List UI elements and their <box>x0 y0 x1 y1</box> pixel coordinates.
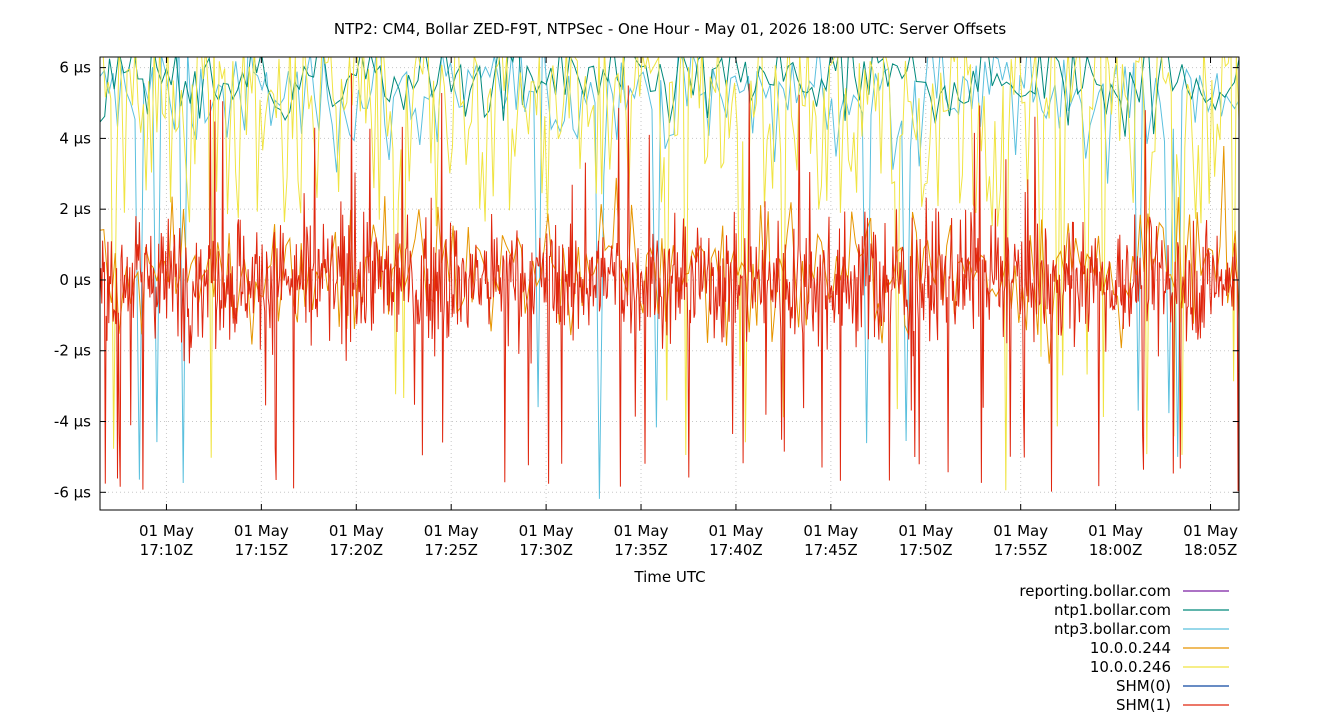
x-tick-label-date: 01 May <box>424 522 479 540</box>
x-tick-label-time: 17:20Z <box>330 541 384 559</box>
y-tick-label: 2 µs <box>59 200 91 218</box>
x-tick-label-time: 17:15Z <box>235 541 289 559</box>
x-tick-label-date: 01 May <box>898 522 953 540</box>
y-tick-label: -6 µs <box>54 483 91 501</box>
legend-label: reporting.bollar.com <box>1019 582 1171 600</box>
series-line-shm1 <box>100 73 1239 492</box>
x-tick-label-time: 17:40Z <box>709 541 763 559</box>
series-line-10-0-0-246 <box>102 57 1239 491</box>
chart-title: NTP2: CM4, Bollar ZED-F9T, NTPSec - One … <box>334 20 1006 38</box>
x-tick-label-time: 18:05Z <box>1184 541 1238 559</box>
legend-label: SHM(1) <box>1116 696 1171 714</box>
x-tick-label-time: 17:10Z <box>140 541 194 559</box>
y-axis: 6 µs 4 µs 2 µs 0 µs -2 µs -4 µs -6 µs <box>54 59 1239 501</box>
x-tick-label-time: 17:55Z <box>994 541 1048 559</box>
x-tick-label-date: 01 May <box>1183 522 1238 540</box>
plot-frame <box>99 56 1240 511</box>
y-tick-label: -4 µs <box>54 413 91 431</box>
y-tick-label: -2 µs <box>54 342 91 360</box>
plot-area <box>100 57 1239 499</box>
legend-label: ntp1.bollar.com <box>1054 601 1171 619</box>
x-tick-label-time: 17:25Z <box>424 541 478 559</box>
x-tick-label-time: 17:45Z <box>804 541 858 559</box>
x-tick-label-date: 01 May <box>234 522 289 540</box>
y-tick-label: 0 µs <box>59 271 91 289</box>
x-tick-label-date: 01 May <box>1088 522 1143 540</box>
x-tick-label-time: 17:30Z <box>519 541 573 559</box>
legend-label: SHM(0) <box>1116 677 1171 695</box>
x-tick-label-date: 01 May <box>614 522 669 540</box>
x-tick-label-time: 17:35Z <box>614 541 668 559</box>
y-tick-label: 4 µs <box>59 129 91 147</box>
x-tick-label-date: 01 May <box>519 522 574 540</box>
x-axis-label: Time UTC <box>633 568 705 586</box>
x-tick-label-date: 01 May <box>139 522 194 540</box>
x-tick-label-time: 17:50Z <box>899 541 953 559</box>
legend-label: ntp3.bollar.com <box>1054 620 1171 638</box>
x-tick-label-date: 01 May <box>329 522 384 540</box>
legend-label: 10.0.0.244 <box>1090 639 1171 657</box>
x-tick-label-date: 01 May <box>803 522 858 540</box>
x-tick-label-date: 01 May <box>709 522 764 540</box>
x-tick-label-date: 01 May <box>993 522 1048 540</box>
legend-label: 10.0.0.246 <box>1090 658 1171 676</box>
legend: reporting.bollar.comntp1.bollar.comntp3.… <box>1019 582 1229 714</box>
x-tick-label-time: 18:00Z <box>1089 541 1143 559</box>
y-tick-label: 6 µs <box>59 59 91 77</box>
